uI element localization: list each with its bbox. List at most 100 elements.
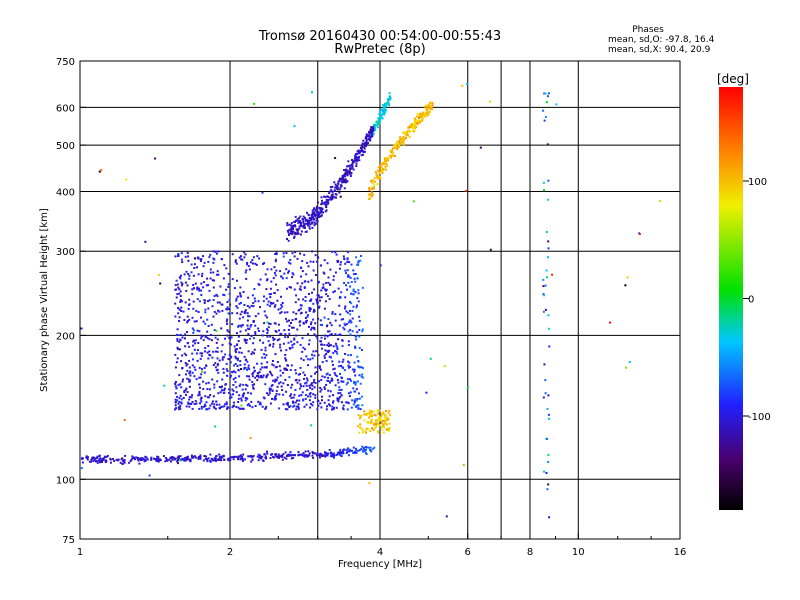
data-point — [290, 222, 293, 225]
data-point — [182, 310, 185, 313]
data-point — [327, 389, 330, 392]
data-point — [176, 346, 179, 349]
data-point — [381, 420, 384, 422]
data-point — [210, 339, 213, 342]
data-point — [209, 460, 212, 463]
data-point — [333, 189, 336, 192]
data-point — [251, 294, 254, 297]
data-point — [309, 392, 312, 394]
data-point — [178, 316, 181, 319]
data-point — [184, 333, 187, 336]
data-point — [306, 315, 309, 318]
data-point — [198, 300, 201, 303]
data-point — [236, 359, 239, 362]
data-point — [361, 286, 364, 289]
data-point — [269, 370, 272, 373]
data-point — [86, 457, 89, 460]
data-point — [269, 305, 272, 308]
data-point — [125, 178, 128, 181]
data-point — [242, 453, 245, 456]
data-point — [421, 117, 424, 120]
data-point — [339, 186, 342, 189]
data-point — [291, 326, 293, 329]
data-point — [274, 274, 277, 277]
data-point — [200, 334, 203, 337]
data-point — [219, 457, 222, 460]
data-point — [547, 413, 550, 416]
data-point — [414, 124, 417, 127]
data-point — [186, 252, 189, 254]
data-point — [555, 103, 558, 106]
data-point — [305, 219, 307, 222]
data-point — [297, 219, 300, 222]
data-point — [371, 415, 373, 418]
data-point — [284, 367, 287, 370]
data-point — [207, 307, 210, 310]
data-point — [179, 348, 181, 351]
data-point — [320, 378, 323, 381]
data-point — [204, 347, 207, 349]
data-point — [344, 178, 347, 181]
data-point — [258, 403, 261, 406]
data-point — [329, 186, 332, 189]
data-point — [425, 105, 428, 108]
data-point — [330, 196, 333, 199]
data-point — [356, 277, 359, 280]
data-point — [324, 205, 327, 208]
data-point — [326, 405, 328, 408]
data-point — [195, 402, 198, 405]
data-point — [247, 350, 250, 353]
data-point — [178, 340, 181, 343]
data-point — [388, 104, 391, 107]
data-point — [545, 269, 548, 272]
data-point — [198, 383, 201, 386]
data-point — [247, 455, 250, 458]
data-point — [342, 380, 345, 383]
data-point — [261, 376, 264, 379]
data-point — [184, 389, 187, 392]
data-point — [305, 222, 308, 225]
data-point — [347, 160, 350, 163]
data-point — [121, 462, 124, 465]
data-point — [193, 348, 196, 351]
data-point — [200, 373, 203, 376]
data-point — [194, 339, 197, 342]
data-point — [350, 321, 353, 324]
data-point — [288, 453, 291, 456]
data-point — [284, 368, 286, 371]
data-point — [194, 257, 196, 260]
data-point — [209, 277, 212, 280]
data-point — [353, 277, 356, 280]
data-point — [216, 270, 219, 273]
data-point — [547, 394, 550, 397]
data-point — [99, 459, 102, 462]
data-point — [320, 388, 323, 391]
data-point — [216, 338, 219, 341]
data-point — [230, 374, 232, 377]
data-point — [208, 256, 211, 259]
data-point — [214, 457, 217, 460]
data-point — [343, 181, 346, 184]
data-point — [232, 384, 235, 386]
data-point — [240, 397, 243, 400]
data-point — [326, 372, 329, 375]
data-point — [211, 305, 214, 308]
data-point — [239, 294, 242, 297]
data-point — [310, 279, 313, 282]
data-point — [293, 393, 296, 396]
data-point — [364, 144, 366, 147]
data-point — [221, 389, 223, 392]
data-point — [321, 361, 324, 364]
data-point — [356, 304, 358, 307]
data-point — [376, 183, 379, 186]
data-point — [384, 417, 387, 420]
data-point — [197, 311, 200, 313]
data-point — [193, 366, 196, 369]
data-point — [200, 407, 203, 410]
data-point — [258, 257, 261, 260]
data-point — [247, 333, 250, 335]
data-point — [548, 345, 551, 348]
data-point — [387, 156, 390, 159]
data-point — [348, 169, 351, 172]
data-point — [461, 84, 464, 87]
